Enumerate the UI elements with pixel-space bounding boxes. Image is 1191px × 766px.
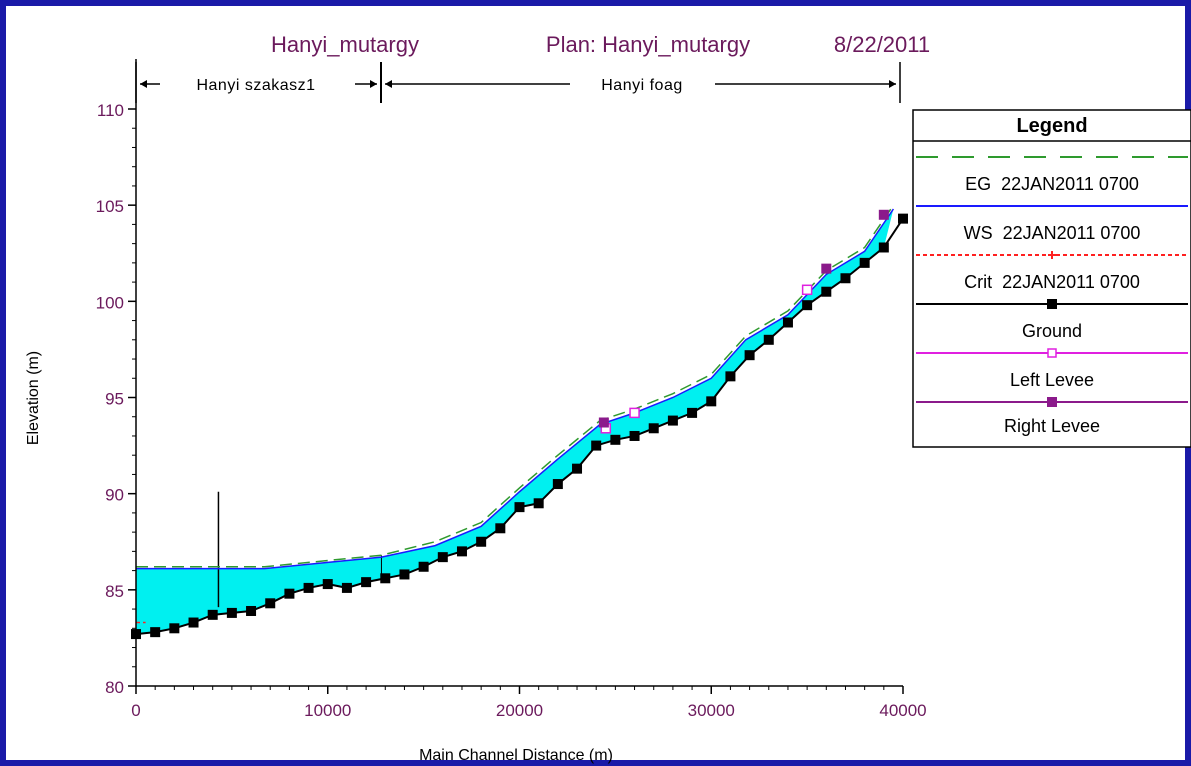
ground-marker <box>418 561 429 572</box>
ground-marker <box>361 577 372 588</box>
ground-marker <box>399 569 410 580</box>
x-tick-label: 40000 <box>879 701 926 720</box>
ground-marker <box>437 552 448 563</box>
ground-marker <box>782 317 793 328</box>
x-tick-label: 0 <box>131 701 140 720</box>
y-tick-label: 100 <box>96 293 124 312</box>
ground-marker <box>246 605 257 616</box>
ground-marker <box>572 463 583 474</box>
ground-marker <box>648 423 659 434</box>
ground-marker <box>821 286 832 297</box>
chart-title-date: 8/22/2011 <box>834 32 930 57</box>
legend-left-levee-marker <box>1047 348 1057 358</box>
reach2-arrow-left <box>385 80 392 88</box>
y-tick-label: 110 <box>97 101 124 120</box>
ground-marker <box>591 440 602 451</box>
y-axis-label: Elevation (m) <box>25 351 42 445</box>
ground-marker <box>514 502 525 513</box>
ground-marker <box>284 588 295 599</box>
legend-ground-label: Ground <box>1022 321 1082 341</box>
ground-marker <box>150 627 161 638</box>
ground-marker <box>380 573 391 584</box>
ground-marker <box>169 623 180 634</box>
ground-marker <box>802 300 813 311</box>
y-tick-label: 85 <box>105 582 124 601</box>
reach2-label: Hanyi foag <box>601 77 683 94</box>
chart-title-plan: Plan: Hanyi_mutargy <box>546 32 750 57</box>
ground-marker <box>859 257 870 268</box>
reach-annotation: Hanyi szakasz1 Hanyi foag <box>135 62 901 103</box>
ground-marker <box>303 582 314 593</box>
reach1-arrow-right <box>370 80 377 88</box>
ground-marker <box>725 371 736 382</box>
ground-marker <box>495 523 506 534</box>
ground-marker <box>207 609 218 620</box>
ground-marker <box>322 579 333 590</box>
reach1-arrow-left <box>140 80 147 88</box>
right-levee-marker <box>878 209 889 220</box>
legend-box <box>912 109 1191 448</box>
reach1-label: Hanyi szakasz1 <box>196 77 315 94</box>
x-axis-label: Main Channel Distance (m) <box>419 747 613 764</box>
water-fill <box>136 209 894 635</box>
ground-marker <box>840 273 851 284</box>
ground-marker <box>687 407 698 418</box>
y-tick-label: 80 <box>105 678 124 697</box>
right-levee-marker <box>821 263 832 274</box>
y-tick-label: 90 <box>105 486 124 505</box>
ground-marker <box>667 415 678 426</box>
legend-ground-marker <box>1047 299 1057 309</box>
legend-ws-label: WS 22JAN2011 0700 <box>964 223 1141 243</box>
legend-right-levee-marker <box>1047 397 1057 407</box>
water-fill-layer <box>136 209 894 635</box>
x-tick-label: 30000 <box>688 701 735 720</box>
chart-title-project: Hanyi_mutargy <box>271 32 419 57</box>
y-tick-label: 95 <box>105 390 124 409</box>
legend-title: Legend <box>1016 115 1087 137</box>
legend-left-levee-label: Left Levee <box>1010 370 1094 390</box>
ground-marker <box>265 598 276 609</box>
right-levee-marker <box>598 417 609 428</box>
ground-marker <box>552 479 563 490</box>
reach2-arrow-right <box>889 80 896 88</box>
series-markers-layer <box>131 209 908 640</box>
ground-marker <box>629 430 640 441</box>
ground-marker <box>226 607 237 618</box>
legend-crit-label: Crit 22JAN2011 0700 <box>964 272 1140 292</box>
ws-line <box>136 208 895 570</box>
legend: Legend EG 22JAN2011 0700 WS 22JAN2011 070… <box>912 109 1191 448</box>
left-levee-marker <box>629 407 640 419</box>
left-levee-marker <box>801 284 813 296</box>
legend-eg-label: EG 22JAN2011 0700 <box>965 174 1139 194</box>
ground-marker <box>878 242 889 253</box>
axes-layer: 80 85 90 95 100 105 110 0 10000 20000 30000 40000 <box>96 59 927 720</box>
y-tick-label: 105 <box>96 197 124 216</box>
ground-marker <box>898 213 908 224</box>
legend-right-levee-label: Right Levee <box>1004 416 1100 436</box>
ground-marker <box>341 582 352 593</box>
ground-marker <box>610 434 621 445</box>
ground-marker <box>763 334 774 345</box>
x-tick-label: 20000 <box>496 701 543 720</box>
ground-marker <box>456 546 467 557</box>
ground-marker <box>188 617 199 628</box>
ground-marker <box>744 350 755 361</box>
x-tick-label: 10000 <box>304 701 351 720</box>
ground-marker <box>476 536 487 547</box>
ground-marker <box>533 498 544 509</box>
ground-marker <box>706 396 717 407</box>
